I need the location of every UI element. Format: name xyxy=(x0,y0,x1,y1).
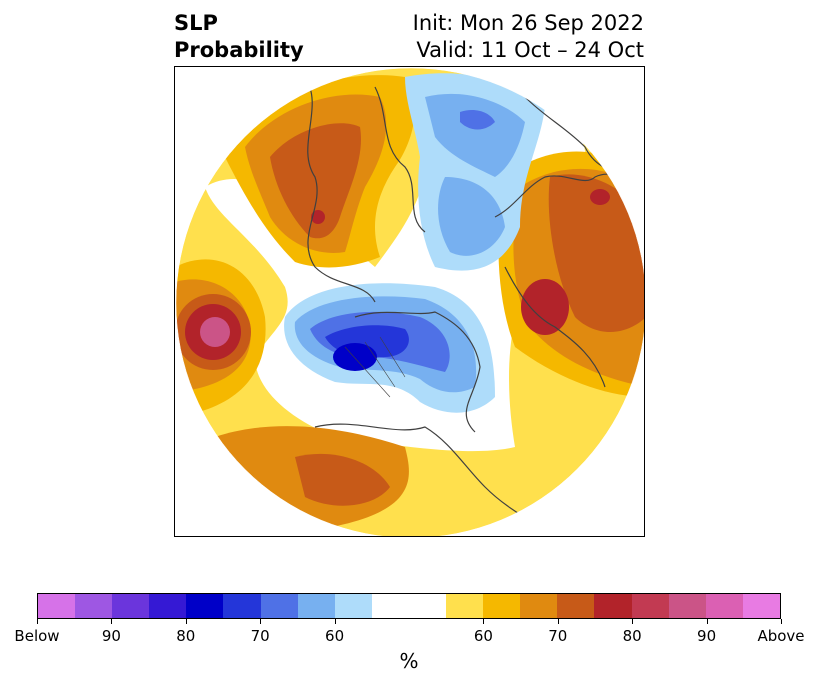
colorbar-segment xyxy=(631,594,669,618)
colorbar-tick xyxy=(483,619,485,624)
probability-map-svg xyxy=(175,67,644,536)
colorbar-segment xyxy=(75,594,113,618)
below-siberia-70 xyxy=(425,93,525,177)
above-pac-max xyxy=(200,317,230,347)
colorbar-tick xyxy=(557,619,559,624)
colorbar-segment xyxy=(483,594,521,618)
colorbar-tick xyxy=(334,619,336,624)
polar-map xyxy=(174,66,645,537)
colorbar-tick-label: 90 xyxy=(101,627,121,645)
coast-na-west xyxy=(304,76,376,303)
colorbar-segment xyxy=(557,594,595,618)
map-title: SLP Probability xyxy=(174,10,304,64)
map-dates: Init: Mon 26 Sep 2022 Valid: 11 Oct – 24… xyxy=(413,10,644,64)
colorbar-segment xyxy=(594,594,632,618)
coast-scandinavia xyxy=(504,266,606,388)
colorbar-segment xyxy=(520,594,558,618)
colorbar-tick xyxy=(260,619,262,624)
below-siberia-80 xyxy=(460,110,495,130)
above-eu-90b xyxy=(590,189,610,205)
colorbar-segment xyxy=(297,594,335,618)
coast-na-east xyxy=(374,86,426,233)
colorbar-segment xyxy=(371,594,447,618)
colorbar-tick-label: 60 xyxy=(473,627,493,645)
above-asia-80 xyxy=(295,453,390,506)
valid-range: Valid: 11 Oct – 24 Oct xyxy=(416,38,644,62)
colorbar-tick-label: Below xyxy=(14,627,60,645)
colorbar-tick-label: 80 xyxy=(176,627,196,645)
map-disc-edge xyxy=(175,67,644,536)
colorbar-segment xyxy=(742,594,780,618)
colorbar-tick-label: 80 xyxy=(622,627,642,645)
colorbar-tick-label: 90 xyxy=(697,627,717,645)
colorbar-tick xyxy=(37,619,38,624)
colorbar-segment xyxy=(186,594,224,618)
colorbar-segment xyxy=(38,594,76,618)
colorbar-segment xyxy=(668,594,706,618)
colorbar-segment xyxy=(705,594,743,618)
colorbar-segment xyxy=(223,594,261,618)
title-variable: SLP xyxy=(174,11,218,35)
colorbar-tick xyxy=(111,619,113,624)
colorbar-tick-label: 70 xyxy=(250,627,270,645)
colorbar-label: % xyxy=(399,649,419,673)
colorbar-tick-label: 60 xyxy=(325,627,345,645)
colorbar-tick xyxy=(706,619,708,624)
colorbar-segment xyxy=(112,594,150,618)
coast-arctic xyxy=(354,311,481,433)
colorbar-tick xyxy=(781,619,782,624)
above-eu-80 xyxy=(548,174,644,332)
below-arctic-90 xyxy=(333,343,377,371)
above-na-90 xyxy=(311,210,325,224)
colorbar-segment xyxy=(334,594,372,618)
init-date: Init: Mon 26 Sep 2022 xyxy=(412,11,644,35)
border-lines xyxy=(344,336,406,398)
probability-field xyxy=(176,68,644,536)
colorbar-tick-label: Above xyxy=(757,627,805,645)
colorbar-segment xyxy=(149,594,187,618)
colorbar-tick-label: 70 xyxy=(548,627,568,645)
colorbar-segment xyxy=(260,594,298,618)
coastlines xyxy=(304,76,644,536)
coast-asia xyxy=(314,423,556,536)
title-type: Probability xyxy=(174,38,304,62)
colorbar-segment xyxy=(446,594,484,618)
colorbar xyxy=(37,593,781,619)
below-siberia-70b xyxy=(438,177,505,256)
colorbar-tick xyxy=(185,619,187,624)
above-eu-90a xyxy=(521,279,569,335)
colorbar-tick xyxy=(632,619,634,624)
